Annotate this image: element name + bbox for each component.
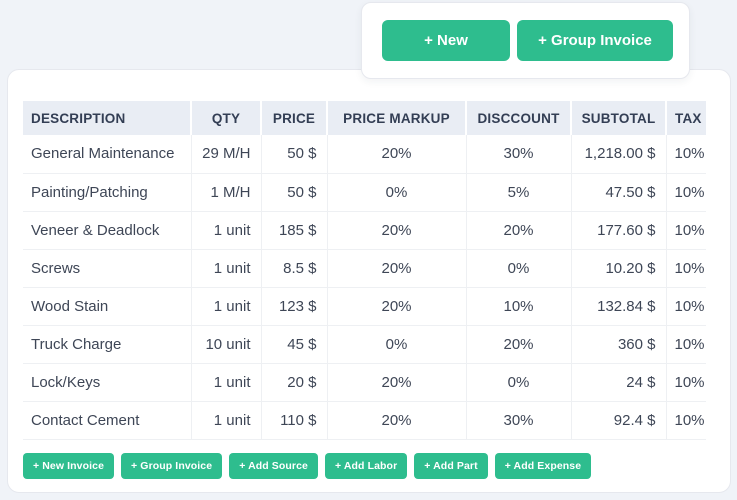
cell-tax: 10% (665, 363, 706, 402)
table-header-row: DESCRIPTION QTY PRICE PRICE MARKUP DISCCOUNT… (23, 101, 706, 135)
cell-price: 110 $ (260, 401, 327, 440)
cell-tax: 10% (665, 173, 706, 212)
cell-description: Contact Cement (23, 401, 191, 440)
toolbar-card: + New + Group Invoice (361, 2, 690, 79)
cell-subtotal: 10.20 $ (570, 249, 666, 288)
cell-subtotal: 360 $ (570, 325, 666, 364)
cell-qty: 1 unit (190, 287, 261, 326)
cell-description: General Maintenance (23, 135, 191, 174)
cell-price-markup: 20% (326, 363, 466, 402)
column-header-subtotal: SUBTOTAL (570, 101, 666, 135)
table-row: Contact Cement 1 unit 110 $20% 30% 92.4 $10% (23, 401, 706, 440)
cell-qty: 10 unit (190, 325, 261, 364)
cell-price: 185 $ (260, 211, 327, 250)
group-invoice-bottom-button[interactable]: + Group Invoice (121, 453, 223, 479)
new-button[interactable]: + New (382, 20, 510, 61)
cell-price: 50 $ (260, 135, 327, 174)
cell-description: Truck Charge (23, 325, 191, 364)
cell-disccount: 0% (465, 249, 571, 288)
cell-subtotal: 1,218.00 $ (570, 135, 666, 174)
cell-subtotal: 132.84 $ (570, 287, 666, 326)
cell-price-markup: 0% (326, 325, 466, 364)
cell-disccount: 20% (465, 325, 571, 364)
new-invoice-button[interactable]: + New Invoice (23, 453, 115, 479)
cell-subtotal: 24 $ (570, 363, 666, 402)
cell-disccount: 5% (465, 173, 571, 212)
cell-qty: 1 unit (190, 363, 261, 402)
invoice-items-card: DESCRIPTION QTY PRICE PRICE MARKUP DISCCOUNT… (7, 69, 731, 493)
cell-qty: 29 M/H (190, 135, 261, 174)
cell-price: 45 $ (260, 325, 327, 364)
column-header-price-markup: PRICE MARKUP (326, 101, 466, 135)
column-header-description: DESCRIPTION (23, 101, 191, 135)
cell-price: 123 $ (260, 287, 327, 326)
cell-price-markup: 20% (326, 211, 466, 250)
cell-price-markup: 20% (326, 249, 466, 288)
add-source-button[interactable]: + Add Source (229, 453, 318, 479)
cell-price-markup: 20% (326, 135, 466, 174)
cell-description: Wood Stain (23, 287, 191, 326)
cell-tax: 10% (665, 249, 706, 288)
cell-qty: 1 M/H (190, 173, 261, 212)
cell-price: 50 $ (260, 173, 327, 212)
cell-description: Lock/Keys (23, 363, 191, 402)
table-row: Lock/Keys 1 unit 20 $20% 0% 24 $10% (23, 363, 706, 402)
cell-qty: 1 unit (190, 211, 261, 250)
table-row: Wood Stain 1 unit 123 $20% 10% 132.84 $10% (23, 287, 706, 326)
cell-description: Veneer & Deadlock (23, 211, 191, 250)
cell-tax: 10% (665, 211, 706, 250)
cell-subtotal: 177.60 $ (570, 211, 666, 250)
table-row: Veneer & Deadlock 1 unit 185 $20% 20% 177.60… (23, 211, 706, 250)
cell-tax: 10% (665, 401, 706, 440)
invoice-items-table: DESCRIPTION QTY PRICE PRICE MARKUP DISCCOUNT… (23, 101, 706, 440)
cell-disccount: 10% (465, 287, 571, 326)
actions-row: + New Invoice + Group Invoice + Add Source… (23, 453, 592, 479)
cell-price: 20 $ (260, 363, 327, 402)
cell-description: Screws (23, 249, 191, 288)
cell-disccount: 30% (465, 135, 571, 174)
table-row: Screws 1 unit 8.5 $20% 0% 10.20 $10% (23, 249, 706, 288)
column-header-price: PRICE (260, 101, 327, 135)
group-invoice-button[interactable]: + Group Invoice (517, 20, 673, 61)
table-row: Truck Charge 10 unit 45 $0% 20% 360 $10% (23, 325, 706, 364)
cell-qty: 1 unit (190, 249, 261, 288)
cell-subtotal: 47.50 $ (570, 173, 666, 212)
cell-disccount: 0% (465, 363, 571, 402)
add-labor-button[interactable]: + Add Labor (325, 453, 408, 479)
cell-tax: 10% (665, 135, 706, 174)
cell-disccount: 20% (465, 211, 571, 250)
cell-price-markup: 0% (326, 173, 466, 212)
column-header-qty: QTY (190, 101, 261, 135)
cell-tax: 10% (665, 287, 706, 326)
table-row: General Maintenance 29 M/H 50 $20% 30% 1,218… (23, 135, 706, 174)
column-header-disccount: DISCCOUNT (465, 101, 571, 135)
cell-disccount: 30% (465, 401, 571, 440)
cell-price: 8.5 $ (260, 249, 327, 288)
column-header-tax: TAX (665, 101, 706, 135)
cell-price-markup: 20% (326, 401, 466, 440)
cell-price-markup: 20% (326, 287, 466, 326)
cell-subtotal: 92.4 $ (570, 401, 666, 440)
add-part-button[interactable]: + Add Part (414, 453, 488, 479)
cell-qty: 1 unit (190, 401, 261, 440)
add-expense-button[interactable]: + Add Expense (494, 453, 592, 479)
table-row: Painting/Patching 1 M/H 50 $0% 5% 47.50 $10% (23, 173, 706, 212)
cell-tax: 10% (665, 325, 706, 364)
cell-description: Painting/Patching (23, 173, 191, 212)
